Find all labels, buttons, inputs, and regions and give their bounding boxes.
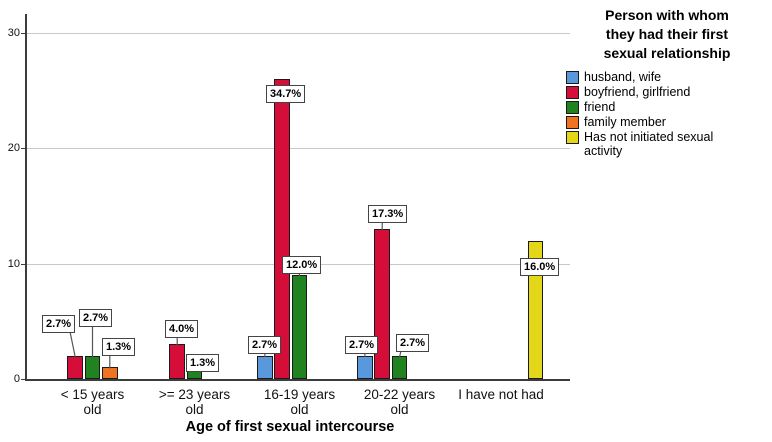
y-tick	[21, 263, 25, 265]
data-label: 17.3%	[368, 205, 408, 223]
bar	[391, 355, 408, 379]
legend-items: husband, wife boyfriend, girlfriend friend…	[566, 70, 768, 158]
category-label-line: old	[185, 402, 204, 417]
y-tick	[21, 33, 25, 35]
legend-item: husband, wife	[566, 70, 768, 84]
category-label-line: old	[290, 402, 309, 417]
bar	[291, 275, 308, 379]
legend-title-line: Person with whom	[605, 7, 729, 23]
legend-item-label: husband, wife	[584, 70, 662, 84]
y-tick-label: 0	[13, 373, 20, 385]
legend-title-line: sexual relationship	[603, 45, 731, 61]
legend-item: friend	[566, 100, 768, 114]
y-gridline	[25, 148, 570, 150]
bar	[257, 355, 273, 379]
bar	[67, 355, 83, 379]
x-axis-title: Age of first sexual intercourse	[185, 419, 395, 435]
data-label: 2.7%	[79, 309, 113, 327]
category-label: 16-19 years old	[240, 387, 360, 417]
legend: Person with whom they had their first sexu…	[566, 6, 768, 159]
bar	[169, 344, 185, 379]
category-label-line: 16-19 years	[263, 387, 336, 402]
category-label: < 15 years old	[33, 387, 153, 417]
data-label: 12.0%	[282, 256, 322, 274]
legend-item: family member	[566, 115, 768, 129]
y-tick-label: 20	[7, 142, 20, 155]
y-tick-label: 10	[7, 257, 20, 270]
data-label: 2.7%	[42, 315, 76, 333]
legend-item-label: friend	[584, 100, 616, 114]
legend-title: Person with whom they had their first sexu…	[566, 6, 768, 63]
category-label-line: 20-22 years	[363, 387, 436, 402]
legend-item-label: Has not initiated sexual activity	[584, 130, 714, 158]
legend-swatch	[566, 131, 579, 144]
y-axis-line	[25, 14, 27, 379]
bar	[274, 79, 290, 379]
category-label-line: < 15 years	[60, 387, 125, 402]
legend-swatch	[566, 71, 579, 84]
category-label: I have not had	[441, 387, 561, 402]
legend-item: boyfriend, girlfriend	[566, 85, 768, 99]
x-axis-line	[25, 379, 570, 381]
data-label: 2.7%	[248, 336, 282, 354]
data-label: 4.0%	[165, 320, 199, 338]
data-label: 34.7%	[266, 85, 306, 103]
bar	[357, 355, 373, 379]
data-label: 2.7%	[345, 336, 379, 354]
data-label: 16.0%	[520, 258, 560, 276]
y-tick-label: 30	[7, 27, 20, 40]
legend-swatch	[566, 86, 579, 99]
data-label: 1.3%	[186, 354, 220, 372]
y-tick	[21, 379, 25, 380]
data-label: 1.3%	[102, 338, 136, 356]
y-gridline	[25, 33, 570, 35]
category-label: 20-22 years old	[340, 387, 460, 417]
bar	[102, 367, 118, 379]
legend-swatch	[566, 116, 579, 129]
y-tick	[21, 148, 25, 150]
category-label-line: old	[390, 402, 409, 417]
category-label: >= 23 years old	[135, 387, 255, 417]
category-label-line: >= 23 years	[158, 387, 231, 402]
bar	[374, 229, 390, 379]
legend-swatch	[566, 101, 579, 114]
legend-title-line: they had their first	[605, 26, 729, 42]
legend-item-label: boyfriend, girlfriend	[584, 85, 691, 99]
bar	[84, 355, 101, 379]
category-label-line: old	[83, 402, 102, 417]
legend-item: Has not initiated sexual activity	[566, 130, 768, 158]
category-label-line: I have not had	[458, 387, 544, 402]
data-label: 2.7%	[396, 334, 430, 352]
legend-item-label: family member	[584, 115, 666, 129]
leader-line	[69, 331, 76, 358]
